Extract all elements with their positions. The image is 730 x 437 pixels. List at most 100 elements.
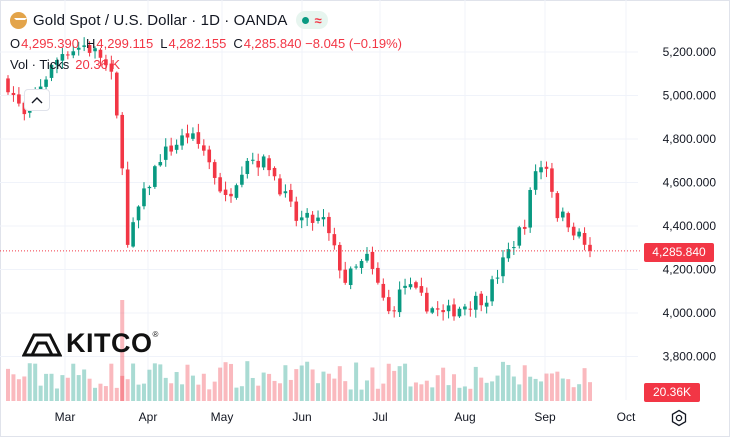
candle (125, 161, 130, 248)
candle (245, 157, 250, 179)
candle-body (76, 47, 81, 50)
volume-bar (147, 369, 152, 401)
volume-bar (462, 386, 467, 401)
candle-body (414, 282, 418, 288)
candle (6, 75, 10, 95)
candle-body (354, 266, 358, 268)
candle-body (104, 59, 108, 66)
volume-bar (588, 382, 592, 401)
volume-bar (511, 376, 516, 401)
volume-bar (60, 375, 65, 401)
x-tick-label: Jun (292, 410, 311, 424)
volume-bar (419, 384, 424, 401)
volume-bar (533, 378, 538, 401)
candle (250, 152, 255, 165)
candle (196, 123, 201, 149)
candle-body (240, 174, 244, 185)
candle-body (321, 217, 326, 220)
volume-bar (54, 388, 59, 401)
candle (289, 183, 293, 208)
candle (299, 210, 304, 229)
candle (441, 304, 445, 321)
settings-icon[interactable] (670, 409, 688, 427)
x-axis[interactable]: Mar Apr May Jun Jul Aug Sep Oct (55, 410, 636, 424)
y-tick-label: 4,400.000 (663, 219, 717, 233)
candle-body (169, 145, 173, 152)
candle-body (327, 216, 331, 234)
candle-body (185, 133, 190, 138)
volume-bar (326, 373, 331, 401)
candle (169, 137, 173, 156)
candle-body (348, 268, 353, 286)
volume-bar (6, 368, 10, 401)
candle (566, 211, 571, 233)
candle (114, 71, 119, 119)
symbol-title[interactable]: Gold Spot / U.S. Dollar · 1D · OANDA (33, 11, 288, 29)
candle (158, 154, 163, 167)
y-tick-label: 4,200.000 (663, 263, 717, 277)
candle (490, 275, 494, 306)
candle-body (174, 144, 179, 150)
candle (136, 205, 141, 229)
volume-legend: Vol · Ticks 20.36 K (10, 54, 409, 74)
volume-bar (446, 385, 451, 401)
candle-body (446, 305, 451, 312)
candle-body (109, 63, 114, 72)
candle-body (120, 114, 125, 169)
volume-bar (560, 378, 565, 401)
y-axis[interactable]: 5,200.000 5,000.000 4,800.000 4,600.000 4,40… (663, 45, 717, 364)
x-tick-label: Aug (454, 410, 475, 424)
volume-bar (44, 373, 49, 401)
candle (582, 227, 587, 251)
collapse-legend-button[interactable] (24, 89, 50, 111)
volume-bar (544, 373, 549, 401)
candle (588, 237, 592, 258)
volume-bar (354, 362, 359, 401)
candle (229, 188, 233, 203)
candle-body (44, 79, 48, 87)
volume-bar (207, 389, 212, 401)
candle (403, 278, 407, 295)
candle (131, 217, 135, 248)
x-tick-label: Apr (139, 410, 158, 424)
candle-body (528, 189, 532, 228)
candle-body (435, 308, 440, 310)
candle (512, 240, 516, 255)
candle (174, 139, 179, 154)
volume-bar (288, 379, 293, 401)
candle-body (463, 306, 467, 310)
candle (261, 154, 266, 171)
candle (71, 45, 76, 59)
candle-body (397, 289, 402, 313)
y-tick-label: 5,200.000 (663, 45, 717, 59)
market-status-pill[interactable]: ≈ (295, 11, 328, 29)
candle (376, 262, 380, 285)
candle (446, 299, 451, 319)
candle (17, 87, 21, 107)
volume-label[interactable]: Vol · Ticks (10, 56, 70, 72)
candle-body (87, 45, 92, 53)
volume-bar (479, 377, 484, 401)
volume-bar (169, 383, 174, 401)
volume-bar (566, 379, 571, 401)
candle-body (234, 185, 239, 198)
candle-body (571, 226, 576, 236)
volume-bar (109, 363, 114, 401)
candle-body (512, 247, 516, 249)
volume-bar (364, 380, 369, 401)
candle-body (376, 267, 380, 283)
volume-bar (408, 386, 413, 401)
candle-body (452, 304, 456, 317)
volume-bar (321, 371, 326, 401)
volume-bar (190, 375, 195, 401)
candle-body (6, 78, 10, 93)
candle (321, 209, 326, 227)
volume-bar (65, 377, 70, 401)
volume-bar (136, 384, 141, 401)
candle-body (283, 191, 288, 194)
candle-body (245, 160, 250, 174)
candle-body (11, 92, 16, 96)
volume-bar (16, 379, 21, 401)
candle (66, 51, 70, 60)
